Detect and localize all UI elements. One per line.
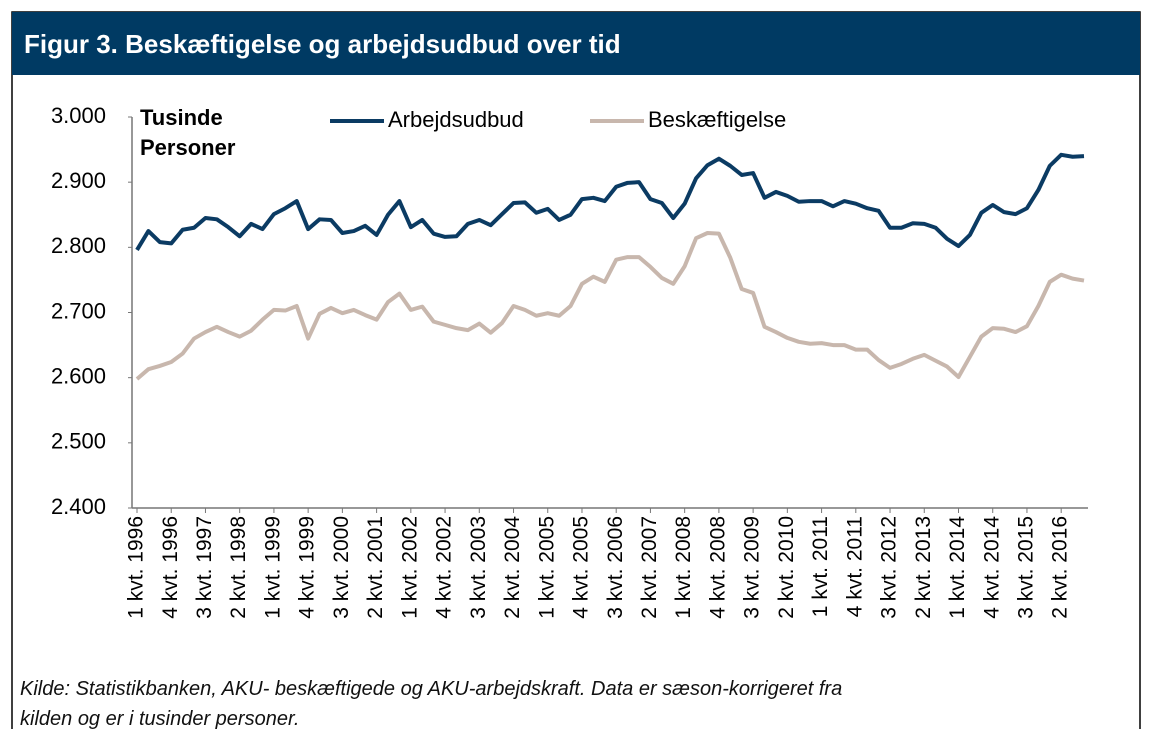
x-tick-label: 3 kvt. 2000 [330, 516, 353, 619]
x-tick-label: 3 kvt. 2009 [741, 516, 764, 619]
series-line [135, 230, 1085, 381]
x-tick-label: 1 kvt. 2005 [535, 516, 558, 619]
x-tick-label: 1 kvt. 2008 [672, 516, 695, 619]
x-tick-label: 1 kvt. 1996 [125, 516, 148, 619]
x-tick-label: 1 kvt. 2011 [809, 516, 832, 617]
x-tick-label: 2 kvt. 2007 [638, 516, 661, 619]
axis-unit: Tusinde Personer [140, 105, 236, 160]
chart-title: Figur 3. Beskæftigelse og arbejdsudbud o… [24, 29, 621, 59]
legend-label: Beskæftigelse [648, 107, 786, 132]
x-tick-label: 4 kvt. 1996 [159, 516, 182, 619]
y-tick-label: 2.400 [51, 494, 106, 519]
y-tick-label: 2.900 [51, 168, 106, 193]
x-tick-label: 3 kvt. 2006 [604, 516, 627, 619]
source-note: Kilde: Statistikbanken, AKU- beskæftiged… [20, 678, 843, 729]
x-tick-label: 2 kvt. 1998 [227, 516, 250, 619]
legend-label: Arbejdsudbud [388, 107, 524, 132]
series-line [135, 152, 1085, 251]
x-tick-label: 1 kvt. 2014 [946, 516, 969, 619]
x-tick-label: 4 kvt. 2008 [706, 516, 729, 619]
y-tick-label: 3.000 [51, 103, 106, 128]
x-tick-label: 2 kvt. 2010 [775, 516, 798, 619]
x-tick-label: 2 kvt. 2004 [501, 516, 524, 619]
x-tick-label: 2 kvt. 2013 [912, 516, 935, 619]
x-tick-label: 3 kvt. 2015 [1014, 516, 1037, 619]
x-tick-label: 2 kvt. 2016 [1049, 516, 1072, 619]
header-bar [12, 12, 1140, 75]
x-tick-label: 4 kvt. 2005 [570, 516, 593, 619]
y-tick-label: 2.500 [51, 429, 106, 454]
x-tick-label: 3 kvt. 2003 [467, 516, 490, 619]
x-tick-label: 4 kvt. 2014 [980, 516, 1003, 619]
x-tick-label: 4 kvt. 2011 [843, 516, 866, 617]
x-tick-label: 3 kvt. 1997 [193, 516, 216, 619]
x-tick-label: 1 kvt. 2002 [398, 516, 421, 619]
x-tick-label: 3 kvt. 2012 [878, 516, 901, 619]
x-tick-label: 1 kvt. 1999 [261, 516, 284, 619]
y-tick-label: 2.600 [51, 363, 106, 388]
x-tick-label: 2 kvt. 2001 [364, 516, 387, 619]
x-tick-label: 4 kvt. 2002 [433, 516, 456, 619]
y-tick-label: 2.800 [51, 233, 106, 258]
y-tick-label: 2.700 [51, 298, 106, 323]
x-tick-label: 4 kvt. 1999 [296, 516, 319, 619]
